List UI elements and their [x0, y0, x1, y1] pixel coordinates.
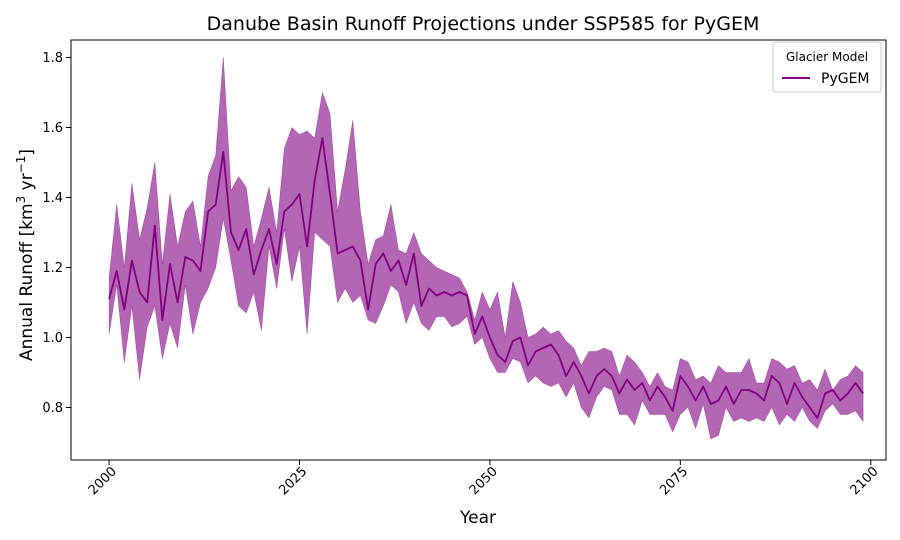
y-tick-label: 1.2 — [42, 261, 63, 276]
x-tick-label: 2100 — [848, 464, 882, 498]
y-tick-label: 1.4 — [42, 191, 63, 206]
legend-label-pygem: PyGEM — [821, 71, 870, 87]
legend-box — [772, 41, 882, 93]
x-tick-label: 2050 — [467, 464, 501, 498]
plot-frame — [70, 39, 887, 461]
legend-title: Glacier Model — [786, 50, 868, 64]
legend: Glacier Model PyGEM — [772, 41, 882, 93]
chart-title: Danube Basin Runoff Projections under SS… — [207, 13, 760, 35]
y-axis-title-mid: yr — [17, 173, 37, 195]
y-tick-label: 1.6 — [42, 121, 63, 136]
y-tick-label: 1.8 — [42, 51, 63, 66]
uncertainty-band — [108, 57, 864, 440]
x-tick-label: 2025 — [276, 464, 310, 498]
x-tick-label: 2075 — [657, 464, 691, 498]
y-axis-title: Annual Runoff [km3 yr−1] — [14, 149, 37, 361]
x-axis-ticks: 2000 2025 2050 2075 2100 — [86, 460, 882, 498]
y-tick-label: 1.0 — [42, 331, 63, 346]
mean-runoff-line — [108, 137, 864, 419]
y-axis-title-end: ] — [17, 149, 37, 156]
plot-area — [70, 39, 887, 461]
x-tick-label: 2000 — [86, 464, 120, 498]
y-axis-title-main: Annual Runoff [km — [17, 203, 37, 361]
y-axis-ticks: 0.8 1.0 1.2 1.4 1.6 1.8 — [42, 51, 71, 416]
y-axis-title-sup1: 3 — [14, 196, 28, 204]
y-tick-label: 0.8 — [42, 401, 63, 416]
x-axis-title: Year — [459, 508, 496, 528]
y-axis-title-sup2: −1 — [14, 156, 28, 174]
